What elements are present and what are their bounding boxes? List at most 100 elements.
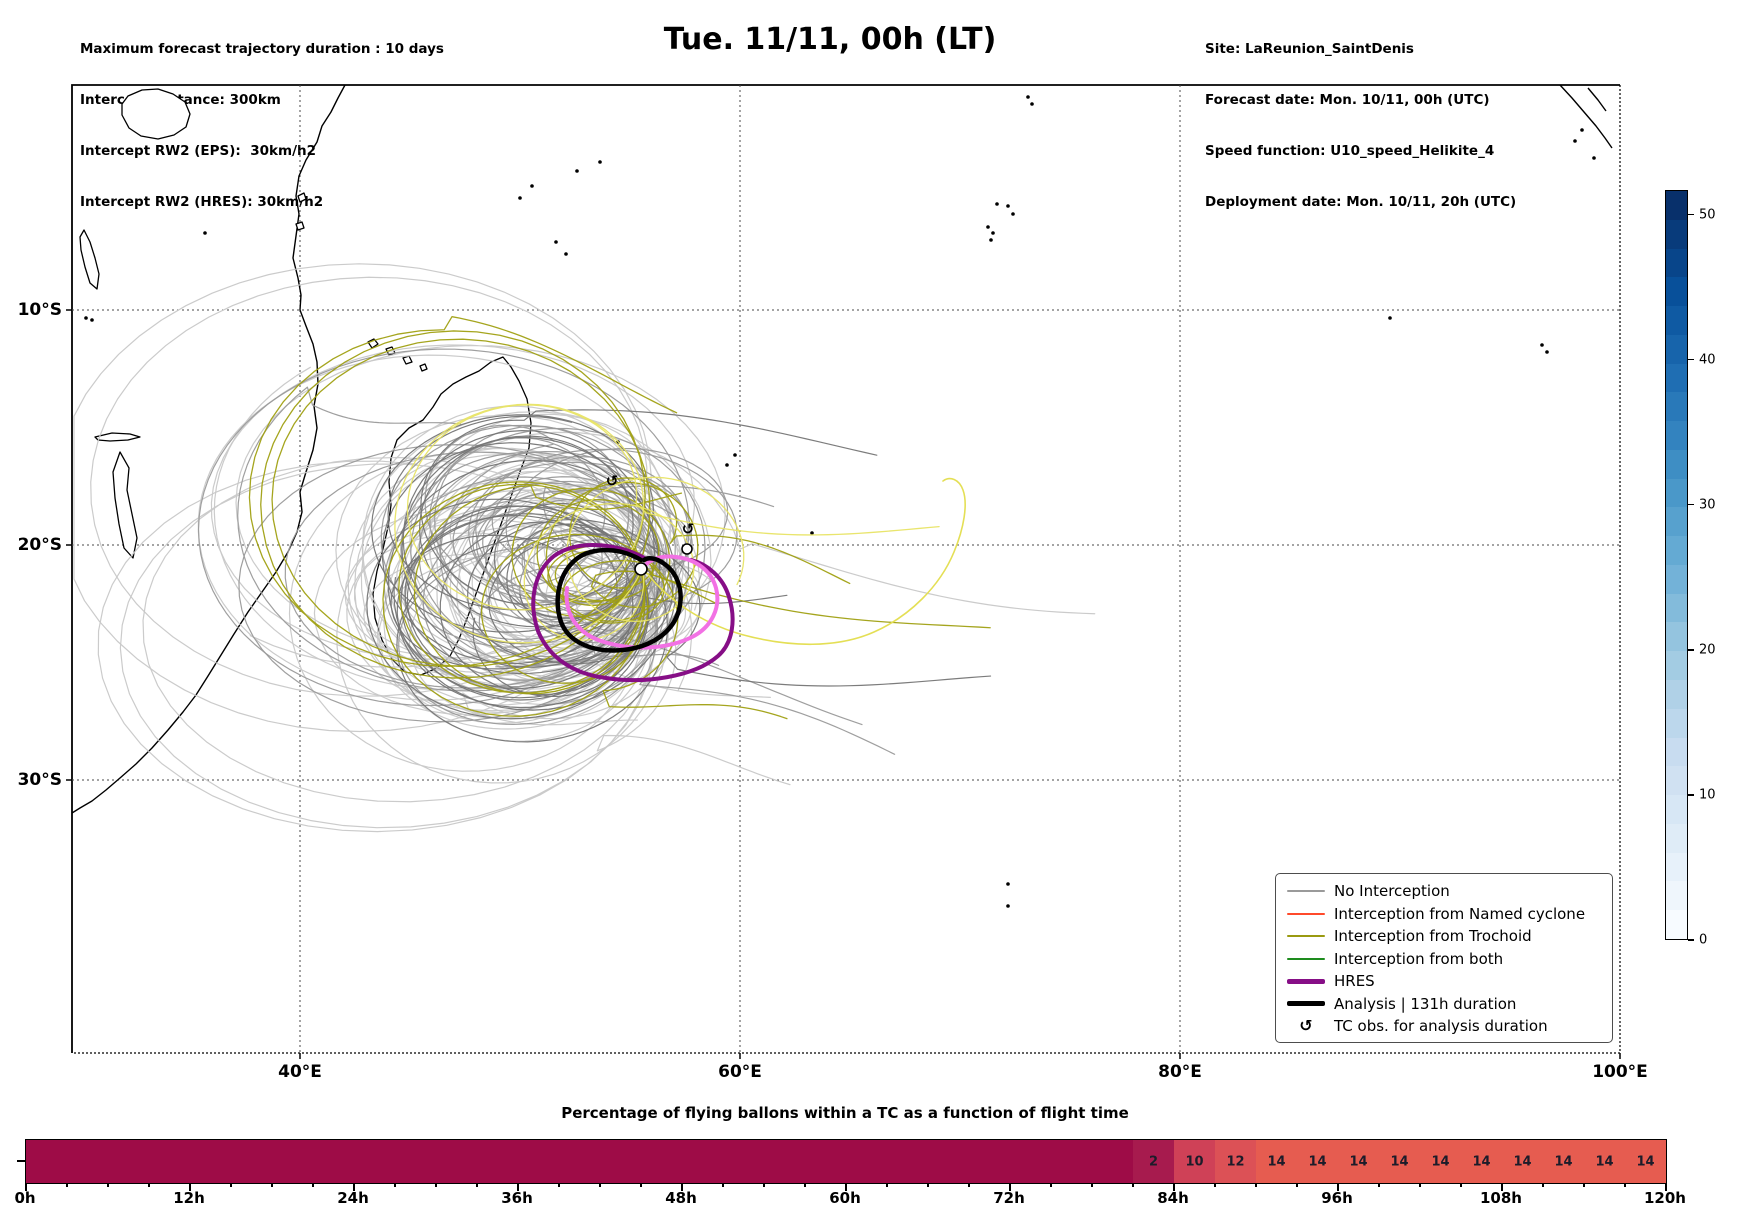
analysis-track bbox=[555, 547, 683, 653]
colorbar-step bbox=[1666, 421, 1687, 450]
site-text: Site: LaReunion_SaintDenis bbox=[1205, 41, 1414, 57]
island-speck bbox=[1540, 343, 1544, 347]
colorbar-tick-label: 20 bbox=[1699, 642, 1716, 658]
island-outline bbox=[79, 229, 100, 290]
strip-major-tick bbox=[517, 1183, 519, 1191]
map-legend: No Interception Interception from Named c… bbox=[1275, 873, 1613, 1043]
colorbar-step bbox=[1666, 651, 1687, 681]
strip-chart-title: Percentage of flying ballons within a TC… bbox=[561, 1104, 1129, 1122]
strip-segment-value: 12 bbox=[1226, 1154, 1245, 1169]
legend-line-swatch bbox=[1287, 935, 1325, 938]
legend-line bbox=[1287, 1001, 1325, 1007]
colorbar-tick bbox=[1688, 359, 1694, 361]
strip-minor-tick bbox=[230, 1183, 232, 1187]
strip-segment-102h: 14 bbox=[1420, 1140, 1461, 1183]
island-speck bbox=[1573, 139, 1577, 143]
colorbar-step bbox=[1666, 219, 1687, 249]
legend-row: ↺ TC obs. for analysis duration bbox=[1287, 1015, 1612, 1038]
x-tick-label: 80°E bbox=[1158, 1062, 1202, 1082]
strip-minor-tick bbox=[1624, 1183, 1626, 1187]
colorbar-step bbox=[1666, 910, 1687, 939]
colorbar-tick bbox=[1688, 504, 1694, 506]
strip-segment-87h: 12 bbox=[1215, 1140, 1256, 1183]
strip-major-tick bbox=[189, 1183, 191, 1191]
island-speck bbox=[554, 240, 558, 244]
colorbar-step bbox=[1666, 248, 1687, 278]
strip-segment-value: 14 bbox=[1308, 1154, 1327, 1169]
strip-segment-0h bbox=[26, 1140, 1133, 1183]
strip-segment-value: 14 bbox=[1595, 1154, 1614, 1169]
colorbar-step bbox=[1666, 593, 1687, 623]
island-speck bbox=[598, 160, 602, 164]
legend-line-swatch bbox=[1287, 1001, 1325, 1007]
colorbar-step bbox=[1666, 363, 1687, 393]
y-tick-label: 20°S bbox=[17, 535, 62, 555]
strip-minor-tick bbox=[968, 1183, 970, 1187]
intercept-rw2-hres-text: Intercept RW2 (HRES): 30km/h2 bbox=[80, 194, 324, 210]
strip-minor-tick bbox=[886, 1183, 888, 1187]
island-speck bbox=[1006, 204, 1010, 208]
colorbar-step bbox=[1666, 277, 1687, 307]
trajectory-no-interception-dark bbox=[401, 430, 661, 688]
strip-minor-tick bbox=[1091, 1183, 1093, 1187]
colorbar-step bbox=[1666, 766, 1687, 796]
strip-axis-label: 60h bbox=[829, 1189, 861, 1207]
island-speck bbox=[1592, 156, 1596, 160]
colorbar-step bbox=[1666, 737, 1687, 767]
strip-axis-label: 72h bbox=[993, 1189, 1025, 1207]
colorbar-step bbox=[1666, 680, 1687, 709]
deployment-date-text: Deployment date: Mon. 10/11, 20h (UTC) bbox=[1205, 194, 1517, 210]
speed-function-text: Speed function: U10_speed_Helikite_4 bbox=[1205, 143, 1495, 159]
island-speck bbox=[203, 231, 207, 235]
strip-minor-tick bbox=[1050, 1183, 1052, 1187]
trajectory-trochoid-olive bbox=[382, 481, 683, 717]
strip-segment-96h: 14 bbox=[1338, 1140, 1379, 1183]
tc-obs-marker: ↺ bbox=[682, 520, 695, 538]
island-speck bbox=[1006, 904, 1010, 908]
coastline bbox=[1559, 84, 1613, 149]
strip-minor-tick bbox=[1214, 1183, 1216, 1187]
trajectory-no-interception-light bbox=[526, 487, 657, 599]
island-speck bbox=[810, 531, 814, 535]
colorbar-step bbox=[1666, 191, 1687, 220]
strip-axis-label: 96h bbox=[1321, 1189, 1353, 1207]
island-speck bbox=[1026, 95, 1030, 99]
trajectory-no-interception-light bbox=[210, 344, 726, 672]
strip-major-tick bbox=[681, 1183, 683, 1191]
island-speck bbox=[989, 238, 993, 242]
colorbar-tick bbox=[1688, 213, 1694, 216]
strip-minor-tick bbox=[722, 1183, 724, 1187]
rotate-ccw-icon: ↺ bbox=[1299, 1016, 1313, 1036]
strip-major-tick bbox=[25, 1183, 27, 1191]
island-outline bbox=[297, 192, 307, 203]
trajectory-no-interception-light bbox=[288, 451, 693, 784]
trajectory-no-interception-light bbox=[197, 354, 672, 701]
trajectory-no-interception-dark bbox=[418, 409, 878, 628]
colorbar-tick-label: 30 bbox=[1699, 497, 1716, 513]
island-speck bbox=[991, 231, 995, 235]
strip-chart-ytick bbox=[17, 1160, 25, 1162]
strip-minor-tick bbox=[558, 1183, 560, 1187]
colorbar-step bbox=[1666, 564, 1687, 594]
strip-axis-label: 120h bbox=[1644, 1189, 1686, 1207]
strip-segment-value: 14 bbox=[1513, 1154, 1532, 1169]
strip-major-tick bbox=[1501, 1183, 1503, 1191]
y-tick-label: 30°S bbox=[17, 770, 62, 790]
island-outline bbox=[112, 451, 138, 559]
island-speck bbox=[1011, 212, 1015, 216]
colorbar-step bbox=[1666, 507, 1687, 537]
island-speck bbox=[986, 225, 990, 229]
strip-segment-111h: 14 bbox=[1543, 1140, 1584, 1183]
strip-segment-84h: 10 bbox=[1174, 1140, 1215, 1183]
legend-label: Interception from both bbox=[1334, 949, 1504, 968]
legend-line bbox=[1287, 912, 1325, 915]
legend-label: Interception from Named cyclone bbox=[1334, 904, 1586, 923]
strip-axis-label: 12h bbox=[173, 1189, 205, 1207]
colorbar-tick bbox=[1688, 649, 1694, 651]
max-duration-text: Maximum forecast trajectory duration : 1… bbox=[80, 41, 444, 57]
legend-row: No Interception bbox=[1287, 880, 1612, 903]
strip-major-tick bbox=[1173, 1183, 1175, 1191]
x-tick-label: 40°E bbox=[278, 1062, 322, 1082]
